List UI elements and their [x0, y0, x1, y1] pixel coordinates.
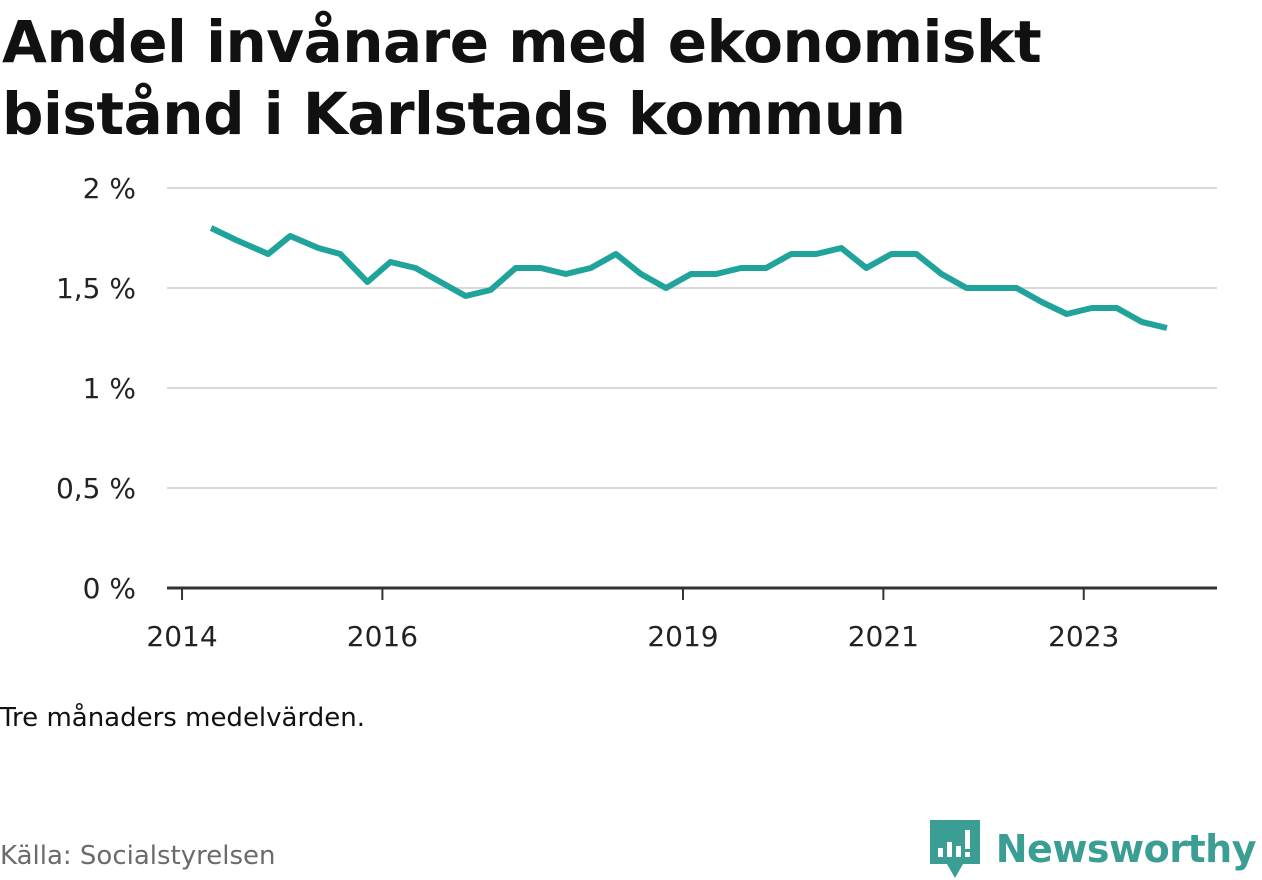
- y-tick-label: 1,5 %: [56, 272, 136, 305]
- series-layer: [209, 225, 1168, 331]
- chart-note: Tre månaders medelvärden.: [0, 703, 365, 733]
- y-axis-ticks: 0 % 0,5 % 1 % 1,5 % 2 %: [56, 172, 136, 605]
- source-text: Källa: Socialstyrelsen: [0, 841, 276, 871]
- y-tick-label: 0,5 %: [56, 472, 136, 505]
- x-tick-label: 2023: [1048, 620, 1119, 653]
- y-tick-label: 0 %: [83, 572, 136, 605]
- x-tick-label: 2019: [647, 620, 718, 653]
- y-tick-label: 1 %: [83, 372, 136, 405]
- series-line: [209, 225, 1168, 331]
- x-axis: 2014 2016 2019 2021 2023: [146, 586, 1217, 653]
- x-tick-label: 2014: [146, 620, 217, 653]
- gridlines: [167, 187, 1217, 489]
- newsworthy-logo-text: Newsworthy: [995, 827, 1257, 871]
- newsworthy-logo[interactable]: Newsworthy: [929, 818, 1257, 880]
- x-tick-label: 2021: [848, 620, 919, 653]
- line-chart: 0 % 0,5 % 1 % 1,5 % 2 % 2014 2016 2019 2021 2023: [56, 172, 1217, 653]
- y-tick-label: 2 %: [83, 172, 136, 205]
- chart-title: Andel invånare med ekonomiskt bistånd i …: [2, 8, 1042, 148]
- newsworthy-logo-icon: [929, 820, 980, 878]
- x-tick-label: 2016: [347, 620, 418, 653]
